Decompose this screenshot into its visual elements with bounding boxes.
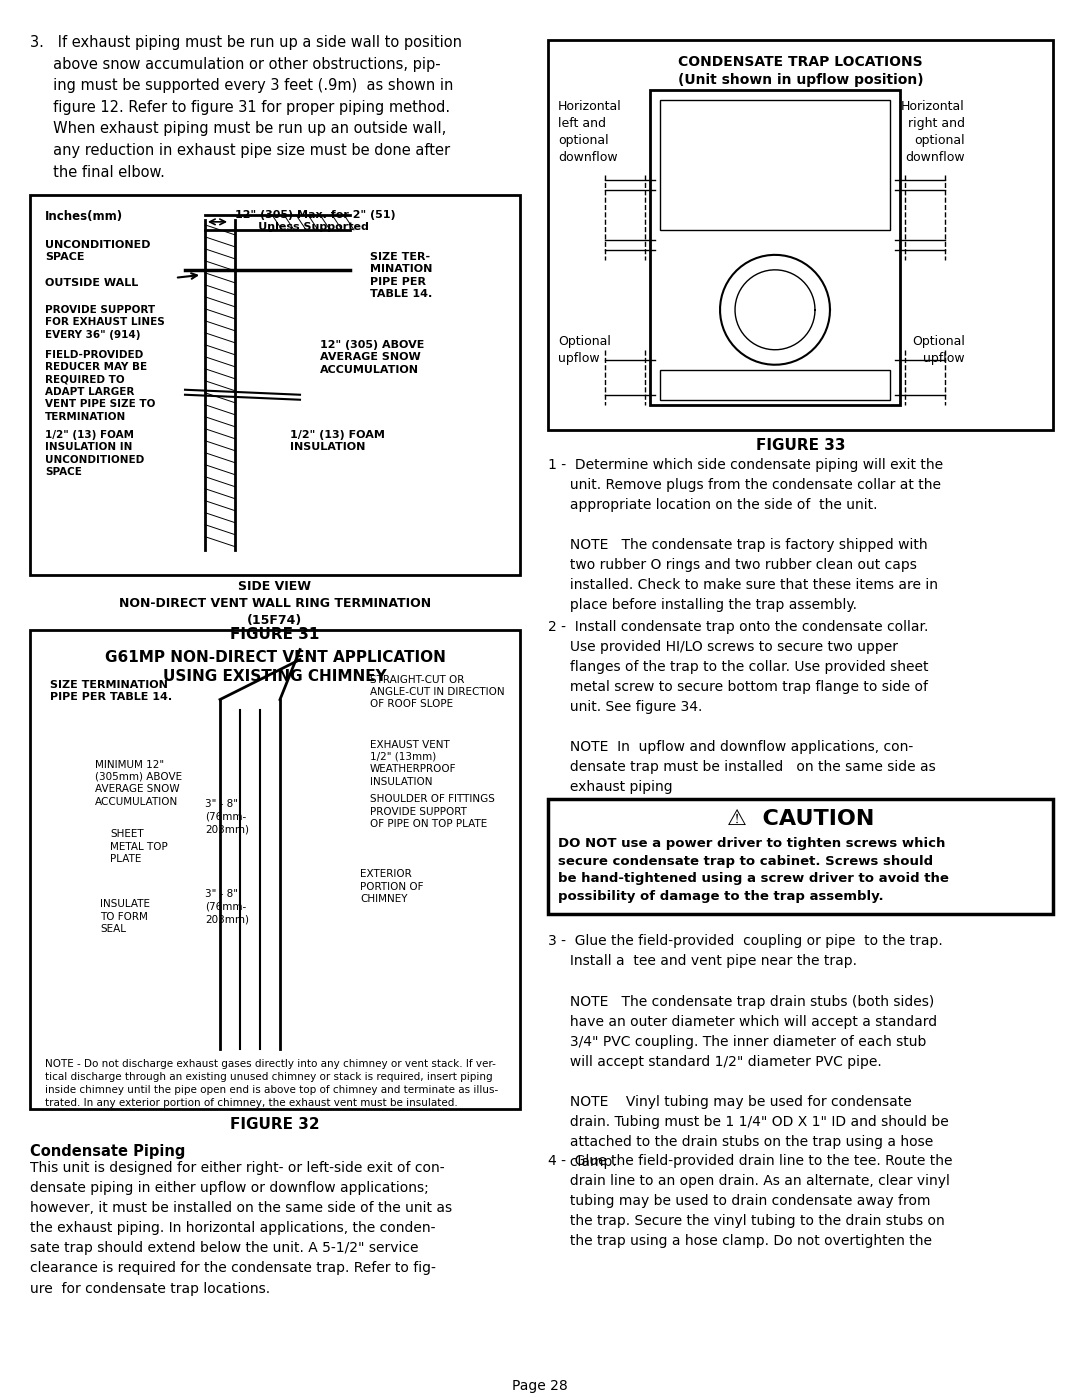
Text: FIGURE 33: FIGURE 33 (756, 437, 846, 453)
Text: Inches(mm): Inches(mm) (45, 210, 123, 224)
Bar (660, 101, 890, 231)
Text: 2 -  Install condensate trap onto the condensate collar.
     Use provided HI/LO: 2 - Install condensate trap onto the con… (548, 620, 935, 793)
Text: FIELD-PROVIDED
REDUCER MAY BE
REQUIRED TO
ADAPT LARGER
VENT PIPE SIZE TO
TERMINA: FIELD-PROVIDED REDUCER MAY BE REQUIRED T… (45, 349, 156, 422)
Text: 3" - 8"
(76mm-
203mm): 3" - 8" (76mm- 203mm) (205, 890, 249, 925)
Text: G61MP NON-DIRECT VENT APPLICATION
USING EXISTING CHIMNEY: G61MP NON-DIRECT VENT APPLICATION USING … (105, 650, 445, 685)
Text: EXTERIOR
PORTION OF
CHIMNEY: EXTERIOR PORTION OF CHIMNEY (360, 869, 423, 904)
Text: 1 -  Determine which side condensate piping will exit the
     unit. Remove plug: 1 - Determine which side condensate pipi… (548, 458, 943, 612)
Text: 1/2" (13) FOAM
INSULATION IN
UNCONDITIONED
SPACE: 1/2" (13) FOAM INSULATION IN UNCONDITION… (45, 430, 145, 476)
Text: Condensate Piping: Condensate Piping (30, 1144, 186, 1160)
Bar (30, 630, 519, 1109)
Text: Page 28: Page 28 (512, 1379, 568, 1393)
Text: INSULATE
TO FORM
SEAL: INSULATE TO FORM SEAL (100, 900, 150, 935)
Text: 12" (305) ABOVE
AVERAGE SNOW
ACCUMULATION: 12" (305) ABOVE AVERAGE SNOW ACCUMULATIO… (320, 339, 424, 374)
Text: CONDENSATE TRAP LOCATIONS
(Unit shown in upflow position): CONDENSATE TRAP LOCATIONS (Unit shown in… (677, 54, 923, 88)
Text: 3 -  Glue the field-provided  coupling or pipe  to the trap.
     Install a  tee: 3 - Glue the field-provided coupling or … (548, 935, 948, 1169)
Text: MINIMUM 12"
(305mm) ABOVE
AVERAGE SNOW
ACCUMULATION: MINIMUM 12" (305mm) ABOVE AVERAGE SNOW A… (95, 760, 183, 806)
Text: SIZE TERMINATION
PIPE PER TABLE 14.: SIZE TERMINATION PIPE PER TABLE 14. (50, 679, 172, 701)
Text: FIGURE 31: FIGURE 31 (230, 627, 320, 641)
Text: STRAIGHT-CUT OR
ANGLE-CUT IN DIRECTION
OF ROOF SLOPE: STRAIGHT-CUT OR ANGLE-CUT IN DIRECTION O… (370, 675, 504, 710)
Text: 12" (305) Max. for 2" (51)
      Unless Supported: 12" (305) Max. for 2" (51) Unless Suppor… (235, 210, 395, 232)
Text: Optional
upflow: Optional upflow (558, 335, 611, 365)
Text: EXHAUST VENT
1/2" (13mm)
WEATHERPROOF
INSULATION: EXHAUST VENT 1/2" (13mm) WEATHERPROOF IN… (370, 739, 457, 787)
Text: 1/2" (13) FOAM
INSULATION: 1/2" (13) FOAM INSULATION (291, 430, 384, 453)
Text: SHOULDER OF FITTINGS
PROVIDE SUPPORT
OF PIPE ON TOP PLATE: SHOULDER OF FITTINGS PROVIDE SUPPORT OF … (370, 795, 495, 830)
Text: Horizontal
right and
optional
downflow: Horizontal right and optional downflow (901, 101, 966, 163)
Text: This unit is designed for either right- or left-side exit of con-
densate piping: This unit is designed for either right- … (30, 1161, 453, 1295)
Text: NOTE - Do not discharge exhaust gases directly into any chimney or vent stack. I: NOTE - Do not discharge exhaust gases di… (45, 1059, 498, 1108)
Text: 4 -  Glue the field-provided drain line to the tee. Route the
     drain line to: 4 - Glue the field-provided drain line t… (548, 1154, 953, 1249)
Bar (548, 41, 1053, 430)
Text: Optional
upflow: Optional upflow (913, 335, 966, 365)
Text: Horizontal
left and
optional
downflow: Horizontal left and optional downflow (558, 101, 622, 163)
Text: UNCONDITIONED
SPACE: UNCONDITIONED SPACE (45, 240, 150, 263)
Text: 3" - 8"
(76mm-
203mm): 3" - 8" (76mm- 203mm) (205, 799, 249, 834)
Text: SHEET
METAL TOP
PLATE: SHEET METAL TOP PLATE (110, 830, 167, 865)
Text: SIDE VIEW
NON-DIRECT VENT WALL RING TERMINATION
(15F74): SIDE VIEW NON-DIRECT VENT WALL RING TERM… (119, 580, 431, 627)
Bar (660, 370, 890, 400)
Text: OUTSIDE WALL: OUTSIDE WALL (45, 278, 138, 288)
Bar (650, 89, 900, 405)
Text: ⚠  CAUTION: ⚠ CAUTION (727, 809, 874, 830)
Bar (548, 799, 1053, 915)
Text: FIGURE 32: FIGURE 32 (230, 1118, 320, 1133)
Bar (30, 194, 519, 574)
Text: PROVIDE SUPPORT
FOR EXHAUST LINES
EVERY 36" (914): PROVIDE SUPPORT FOR EXHAUST LINES EVERY … (45, 305, 165, 339)
Text: 3.   If exhaust piping must be run up a side wall to position
     above snow ac: 3. If exhaust piping must be run up a si… (30, 35, 462, 180)
Text: DO NOT use a power driver to tighten screws which
secure condensate trap to cabi: DO NOT use a power driver to tighten scr… (558, 837, 949, 902)
Text: SIZE TER-
MINATION
PIPE PER
TABLE 14.: SIZE TER- MINATION PIPE PER TABLE 14. (370, 251, 432, 299)
